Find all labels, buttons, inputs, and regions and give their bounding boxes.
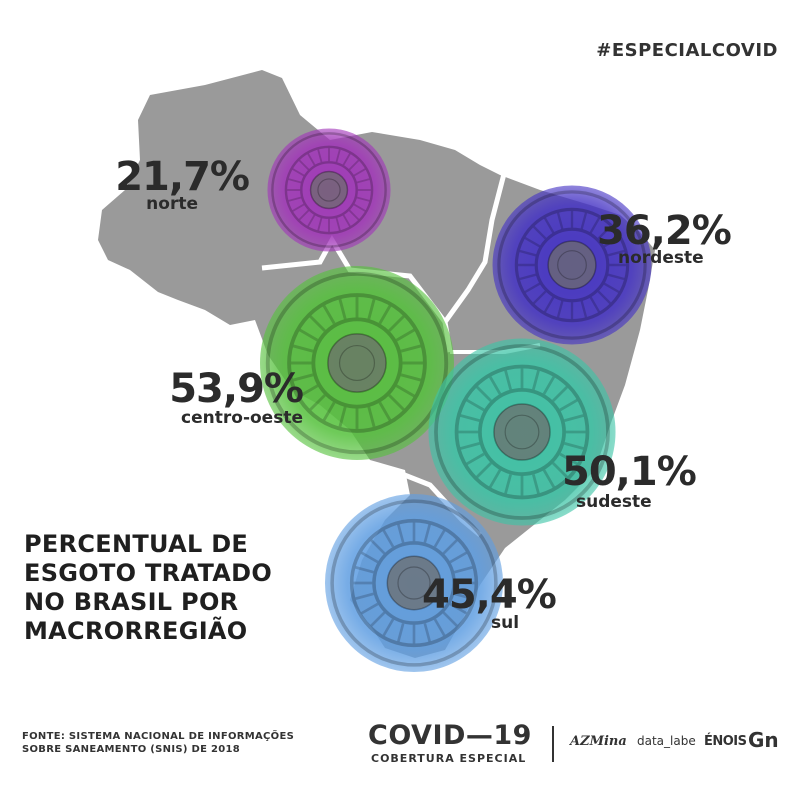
- value-label-centro-oeste: 53,9%: [169, 366, 304, 412]
- value-label-nordeste: 36,2%: [597, 208, 732, 254]
- bubble-layer: [260, 128, 652, 673]
- title-line: MACRORREGIÃO: [24, 617, 248, 645]
- region-label-sul: sul: [491, 613, 520, 633]
- region-label-nordeste: nordeste: [618, 248, 704, 268]
- title-line: PERCENTUAL DE: [24, 530, 249, 558]
- title-line: NO BRASIL POR: [24, 588, 239, 616]
- footer-divider: [552, 726, 554, 762]
- region-label-norte: norte: [146, 194, 198, 214]
- chart-title: PERCENTUAL DE ESGOTO TRATADO NO BRASIL P…: [24, 530, 272, 646]
- bubble-sudeste: [428, 338, 616, 526]
- bubble-nordeste: [492, 185, 652, 345]
- source-note: FONTE: SISTEMA NACIONAL DE INFORMAÇÕES S…: [22, 730, 294, 756]
- value-label-sul: 45,4%: [422, 572, 557, 618]
- region-label-sudeste: sudeste: [576, 492, 652, 512]
- value-label-norte: 21,7%: [115, 154, 250, 200]
- source-line: FONTE: SISTEMA NACIONAL DE INFORMAÇÕES: [22, 731, 295, 742]
- covid-brand: COVID—19: [368, 720, 532, 751]
- value-label-sudeste: 50,1%: [562, 449, 697, 495]
- gn-logo: Gn: [748, 728, 779, 752]
- source-line: SOBRE SANEAMENTO (SNIS) DE 2018: [22, 744, 241, 755]
- hashtag: #ESPECIALCOVID: [596, 40, 778, 61]
- bubble-sul: [324, 493, 504, 673]
- region-label-centro-oeste: centro-oeste: [181, 408, 303, 428]
- enois-logo: ÉNOIS: [704, 734, 747, 749]
- data-labe-logo: data_labe: [637, 734, 696, 748]
- title-line: ESGOTO TRATADO: [24, 559, 273, 587]
- azmina-logo: AZMina: [570, 734, 627, 749]
- covid-subtitle: COBERTURA ESPECIAL: [371, 752, 527, 765]
- bubble-centro-oeste: [260, 266, 454, 460]
- bubble-norte: [267, 128, 391, 252]
